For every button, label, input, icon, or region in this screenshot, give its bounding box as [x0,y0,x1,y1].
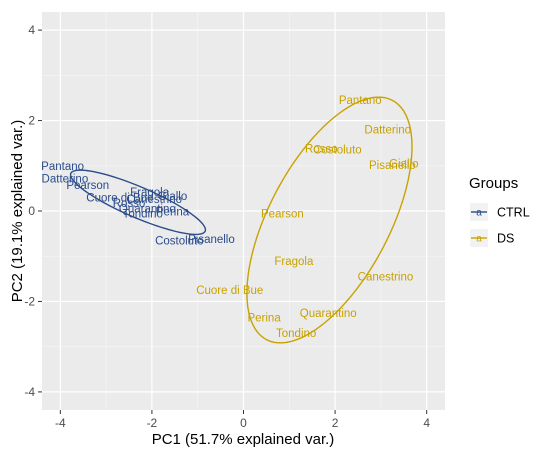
point-label-ctrl: Tondino [123,209,163,221]
y-axis-ticks: -4 -2 0 2 4 [24,23,42,399]
x-axis-title: PC1 (51.7% explained var.) [152,431,335,448]
point-label-ctrl: Datterino [42,173,89,185]
x-axis-ticks: -4 -2 0 2 4 [55,410,430,430]
point-label-ds: Quarantino [300,308,357,320]
point-label-ctrl: Cuore di Bue [86,192,153,204]
grid-major [42,12,445,410]
point-label-ctrl: Quarantino [119,203,176,215]
point-label-ds: Cuore di Bue [196,285,263,297]
legend-title: Groups [469,175,518,192]
legend-items: a CTRL a DS [470,203,530,247]
point-label-ctrl: Canestrino [126,194,182,206]
ellipse-ds [246,96,413,344]
y-tick-label: -2 [24,294,35,308]
x-tick-label: -4 [55,416,66,430]
point-label-ctrl: Rosso [113,198,146,210]
point-label-ds: Pearson [261,208,304,220]
point-label-ds: Datterino [364,125,411,137]
y-tick-label: 0 [28,204,35,218]
ellipse-ctrl [69,169,207,236]
group-ellipses [69,96,413,344]
point-label-ds: Costoluto [313,144,362,156]
point-label-ctrl: Giallo [158,191,187,203]
legend-label-ds: DS [497,232,514,246]
x-tick-label: 0 [240,416,247,430]
x-tick-label: 2 [332,416,339,430]
legend-glyph-ds: a [476,234,482,245]
point-label-ctrl: Pearson [66,180,109,192]
point-label-ds: Perina [247,312,281,324]
point-label-ds: Pisanello [369,160,416,172]
point-label-ds: Rosso [305,144,338,156]
point-label-ds: Tondino [276,328,316,340]
point-label-ds: Giallo [389,159,418,171]
point-label-ctrl: Pantano [41,161,84,173]
point-label-ds: Canestrino [358,272,414,284]
point-label-ds: Pantano [339,95,382,107]
point-label-ctrl: Costoluto [155,235,204,247]
legend-label-ctrl: CTRL [497,206,530,220]
legend-glyph-ctrl: a [476,208,482,219]
legend: Groups a CTRL a DS [469,175,530,247]
point-label-ctrl: Fragola [130,187,170,199]
point-label-ctrl: Perina [156,206,190,218]
x-tick-label: 4 [423,416,430,430]
x-tick-label: -2 [147,416,158,430]
y-tick-label: 2 [28,114,35,128]
point-label-ds: Fragola [274,256,314,268]
y-axis-title: PC2 (19.1% explained var.) [9,120,26,303]
point-label-ctrl: Pisanello [188,234,235,246]
y-tick-label: 4 [28,23,35,37]
y-tick-label: -4 [24,385,35,399]
